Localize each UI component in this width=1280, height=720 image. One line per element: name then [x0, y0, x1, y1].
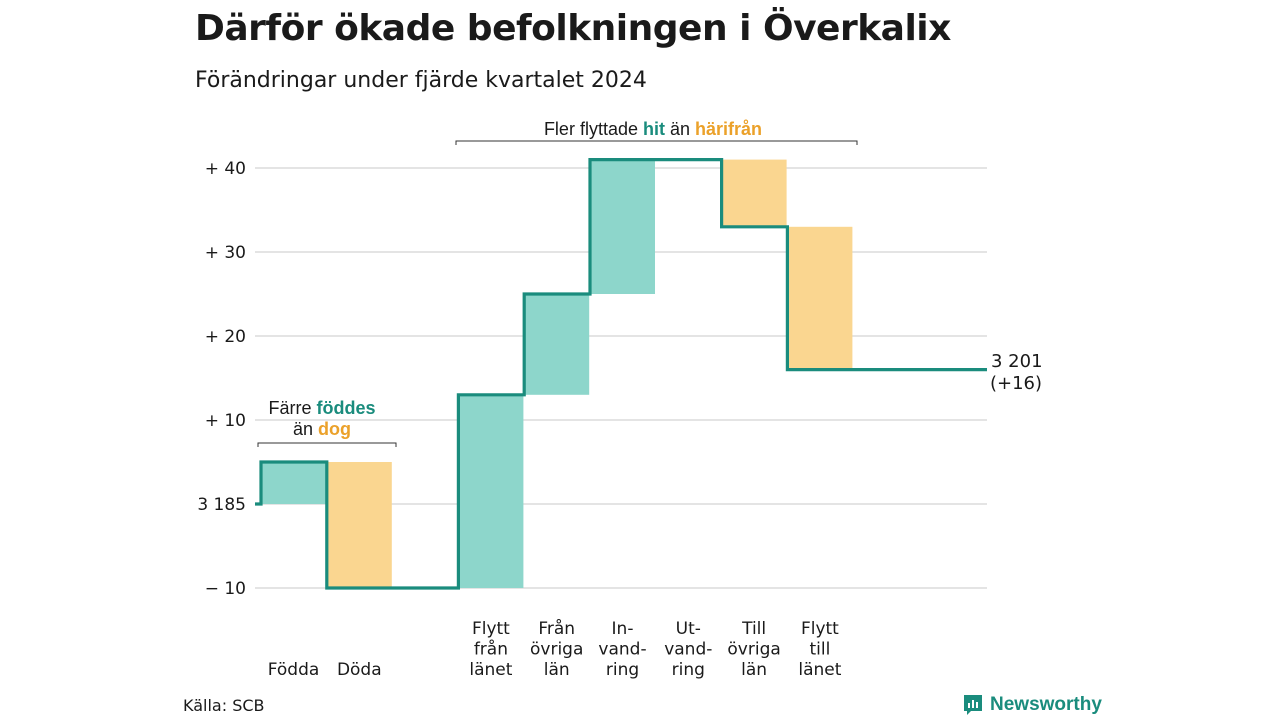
y-tick-label: + 20: [205, 327, 246, 347]
x-category-label: vand-: [664, 640, 712, 660]
y-tick-label: + 10: [205, 411, 246, 431]
brand-name: Newsworthy: [990, 694, 1102, 715]
chart-subtitle: Förändringar under fjärde kvartalet 2024: [195, 68, 647, 93]
end-value-label: 3 201: [991, 351, 1043, 372]
x-category-label: Födda: [268, 660, 320, 680]
x-category-label: vand-: [598, 640, 646, 660]
x-category-label: Flytt: [472, 619, 510, 639]
y-tick-label: + 40: [205, 159, 246, 179]
bar: [458, 394, 524, 588]
x-category-label: Döda: [337, 660, 382, 680]
x-category-label: ring: [672, 660, 705, 680]
x-category-label: In-: [612, 619, 634, 639]
bar: [326, 462, 392, 588]
y-tick-label: − 10: [205, 579, 246, 599]
bar: [524, 294, 590, 395]
annotation-migration: Fler flyttade hit än härifrån: [544, 119, 762, 139]
bar: [721, 159, 787, 227]
source-note: Källa: SCB: [183, 696, 265, 715]
newsworthy-icon: [964, 695, 982, 715]
x-category-label: från: [474, 639, 508, 660]
annotation-bracket-migration: [455, 140, 858, 145]
x-category-label: Ut-: [676, 619, 701, 639]
x-category-label: Till: [741, 619, 766, 639]
x-category-label: övriga: [727, 640, 780, 660]
x-category-label: ring: [606, 660, 639, 680]
x-category-label: länet: [798, 660, 841, 680]
brand-logo: Newsworthy: [962, 693, 1102, 717]
annotation-bracket-births: [257, 442, 397, 447]
x-category-label: övriga: [530, 640, 583, 660]
y-tick-label: 3 185: [197, 495, 246, 515]
bar: [261, 462, 326, 504]
x-category-label: Från: [538, 618, 575, 639]
x-category-label: länet: [469, 660, 512, 680]
end-change-label: (+16): [990, 373, 1042, 394]
chart-title: Därför ökade befolkningen i Överkalix: [195, 8, 951, 49]
x-category-label: till: [809, 640, 830, 660]
x-category-label: län: [741, 660, 767, 680]
bar: [787, 226, 853, 370]
x-category-label: Flytt: [801, 619, 839, 639]
y-tick-label: + 30: [205, 243, 246, 263]
x-category-label: län: [544, 660, 570, 680]
bar: [590, 159, 655, 294]
cumulative-step-line: [255, 158, 987, 590]
annotation-births: Färre föddes: [268, 398, 375, 418]
annotation-deaths: än dog: [293, 419, 351, 439]
